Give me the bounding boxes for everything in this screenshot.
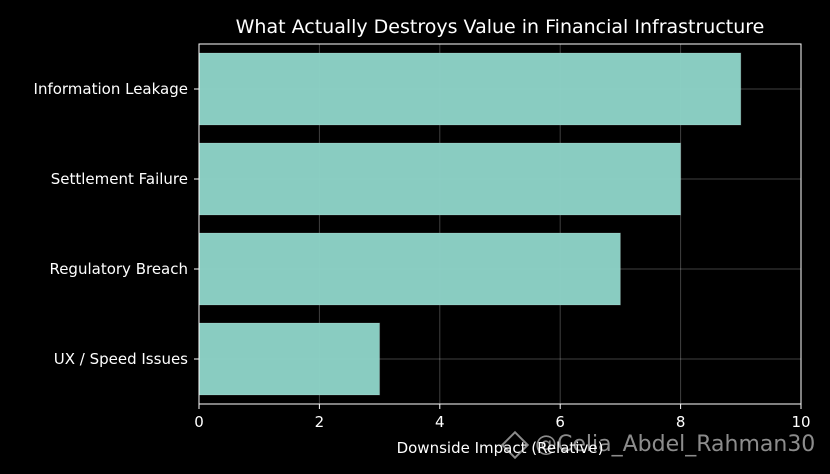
plot-frame bbox=[198, 43, 802, 405]
x-tick-label: 4 bbox=[435, 413, 445, 431]
x-tick-label: 8 bbox=[676, 413, 686, 431]
x-tick-label: 6 bbox=[555, 413, 565, 431]
y-axis-ticks: Information Leakage Settlement Failure Reg… bbox=[34, 80, 199, 368]
x-axis-ticks: 0 2 4 6 8 10 bbox=[194, 404, 811, 431]
x-tick-label: 10 bbox=[791, 413, 810, 431]
x-tick-label: 2 bbox=[315, 413, 325, 431]
y-tick-label: UX / Speed Issues bbox=[54, 350, 188, 368]
bar-settlement-failure bbox=[198, 142, 682, 216]
watermark-text: @Celia_Abdel_Rahman30 bbox=[535, 432, 816, 457]
x-tick-label: 0 bbox=[194, 413, 204, 431]
bar-information-leakage bbox=[198, 52, 742, 126]
y-tick-label: Settlement Failure bbox=[51, 170, 188, 188]
bar-ux-speed-issues bbox=[198, 322, 381, 396]
x-axis-label: Downside Impact (Relative) bbox=[397, 439, 604, 457]
watermark: @Celia_Abdel_Rahman30 bbox=[500, 430, 816, 460]
binance-diamond-icon bbox=[500, 430, 530, 460]
bar-regulatory-breach bbox=[198, 232, 621, 306]
chart-title: What Actually Destroys Value in Financia… bbox=[236, 16, 765, 38]
y-tick-label: Information Leakage bbox=[34, 80, 188, 98]
y-tick-label: Regulatory Breach bbox=[49, 260, 188, 278]
bars bbox=[198, 52, 742, 396]
